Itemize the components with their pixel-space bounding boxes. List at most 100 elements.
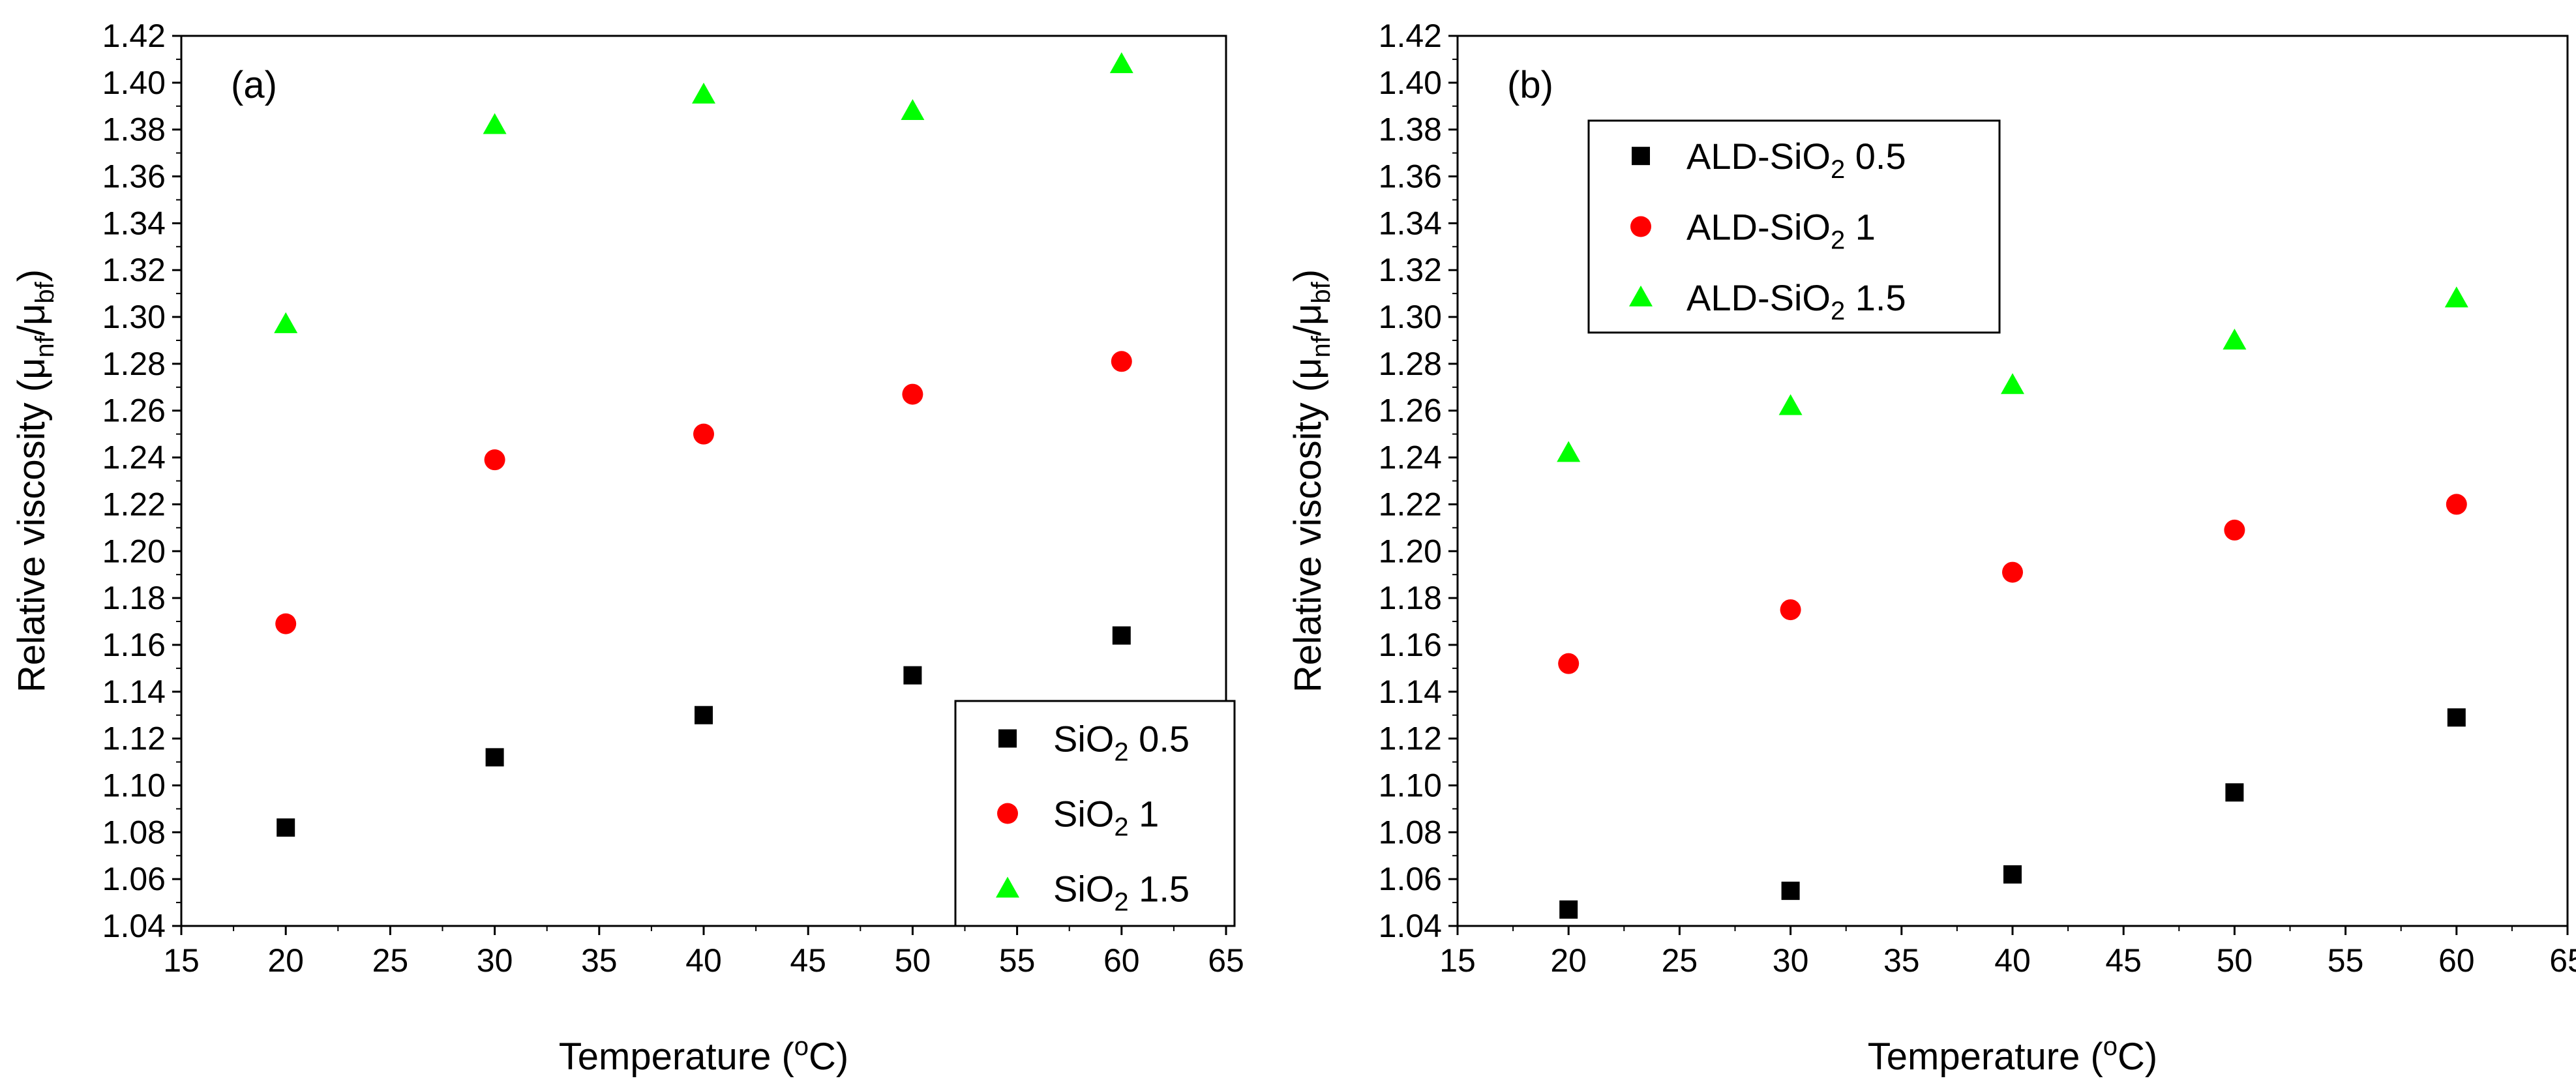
y-tick-label: 1.38: [102, 112, 166, 148]
data-point-square: [903, 666, 922, 685]
y-tick-label: 1.14: [102, 674, 166, 710]
x-axis-title: Temperature (oC): [1868, 1032, 2157, 1078]
y-tick-label: 1.30: [102, 299, 166, 335]
x-tick-label: 40: [685, 942, 722, 979]
legend-label: SiO2 1: [1053, 794, 1159, 842]
text-part: 1: [1845, 207, 1876, 248]
data-point-triangle: [1109, 52, 1133, 74]
y-tick-label: 1.12: [102, 721, 166, 757]
text-part: Temperature (: [1868, 1035, 2103, 1078]
text-part: Temperature (: [559, 1035, 794, 1078]
panel-a: 15 20 25 30 35 40 45 50 55 60 65 1.04 1.06 1.08 1.10 1.…: [10, 18, 1244, 1078]
y-tick-label: 1.10: [102, 767, 166, 803]
x-tick-label: 65: [1208, 942, 1244, 979]
panel-b: 15 20 25 30 35 40 45 50 55 60 65 1.04 1.06 1.08 1.10 1.…: [1287, 18, 2576, 1078]
legend-marker-circle: [997, 803, 1018, 824]
y-tick-label: 1.32: [102, 252, 166, 288]
y-axis-title: Relative viscosity (μnf/μbf): [10, 269, 59, 692]
data-point-triangle: [901, 98, 925, 120]
y-tick-label: 1.38: [1379, 112, 1442, 148]
data-point-circle: [1780, 599, 1801, 621]
data-point-triangle: [274, 312, 298, 333]
data-point-triangle: [1557, 441, 1581, 462]
y-tick-label: 1.26: [102, 393, 166, 429]
x-tick-label: 30: [477, 942, 513, 979]
x-tick-label: 25: [372, 942, 409, 979]
y-tick-label: 1.26: [1379, 393, 1442, 429]
y-tick-label: 1.28: [102, 346, 166, 382]
x-tick-label: 20: [1550, 942, 1587, 979]
y-tick-label: 1.24: [102, 439, 166, 476]
text-part: /μ: [10, 304, 53, 336]
text-part: ): [1287, 269, 1329, 282]
text-part: 2: [1831, 226, 1845, 255]
y-tick-label: 1.14: [1379, 674, 1442, 710]
text-part: o: [794, 1032, 809, 1061]
x-tick-label: 30: [1773, 942, 1809, 979]
data-point-triangle: [1778, 394, 1803, 415]
panel-label: (a): [231, 64, 277, 106]
y-tick-label: 1.06: [102, 861, 166, 897]
y-tick-label: 1.40: [1379, 65, 1442, 101]
x-tick-label: 55: [999, 942, 1036, 979]
data-point-square: [2003, 865, 2022, 884]
legend-marker-triangle: [996, 876, 1019, 898]
legend-label: ALD-SiO2 0.5: [1686, 136, 1906, 184]
text-part: nf: [1307, 335, 1336, 357]
legend-label: SiO2 1.5: [1053, 869, 1190, 917]
x-tick-label: 50: [2217, 942, 2253, 979]
y-tick-label: 1.10: [1379, 767, 1442, 803]
y-tick-label: 1.42: [1379, 18, 1442, 54]
text-part: 0.5: [1845, 136, 1906, 177]
data-point-circle: [275, 613, 297, 634]
text-part: 1.5: [1845, 277, 1906, 318]
x-tick-label: 25: [1662, 942, 1698, 979]
text-part: Relative viscosity (μ: [10, 357, 53, 692]
text-part: 1: [1129, 794, 1160, 835]
y-tick-label: 1.08: [102, 814, 166, 850]
x-tick-label: 55: [2328, 942, 2364, 979]
data-point-circle: [1111, 351, 1132, 372]
y-tick-label: 1.40: [102, 65, 166, 101]
data-point-triangle: [2444, 286, 2468, 308]
legend-marker-square: [1632, 147, 1650, 166]
y-tick-label: 1.42: [102, 18, 166, 54]
y-tick-label: 1.30: [1379, 299, 1442, 335]
data-point-circle: [902, 383, 923, 405]
y-tick-label: 1.22: [1379, 486, 1442, 522]
data-point-square: [2225, 783, 2244, 802]
text-part: ALD-SiO: [1686, 136, 1831, 177]
legend-box: [1587, 119, 2001, 334]
data-point-triangle: [692, 82, 715, 104]
data-point-circle: [2446, 494, 2467, 515]
text-part: 2: [1831, 297, 1845, 325]
text-part: bf: [31, 281, 59, 303]
text-part: 0.5: [1129, 719, 1190, 760]
legend-label: SiO2 0.5: [1053, 719, 1190, 767]
y-tick-label: 1.20: [102, 533, 166, 569]
x-axis-title: Temperature (oC): [559, 1032, 848, 1078]
y-tick-label: 1.32: [1379, 252, 1442, 288]
data-point-square: [1112, 626, 1131, 645]
legend-label: ALD-SiO2 1.5: [1686, 277, 1906, 325]
y-tick-label: 1.16: [102, 627, 166, 663]
text-part: SiO: [1053, 719, 1114, 760]
text-part: o: [2103, 1032, 2118, 1061]
x-tick-label: 60: [2438, 942, 2475, 979]
text-part: 2: [1114, 813, 1128, 842]
text-part: 2: [1114, 888, 1128, 917]
legend-marker-circle: [1630, 216, 1651, 237]
data-point-square: [485, 748, 504, 767]
y-axis-title: Relative viscosity (μnf/μbf): [1287, 269, 1336, 692]
legend-label: ALD-SiO2 1: [1686, 207, 1876, 255]
x-tick-label: 35: [581, 942, 618, 979]
x-tick-label: 15: [163, 942, 200, 979]
data-point-square: [277, 818, 295, 837]
text-part: bf: [1307, 281, 1336, 303]
y-tick-label: 1.18: [102, 580, 166, 616]
data-point-circle: [1558, 653, 1580, 674]
data-point-square: [1781, 882, 1800, 901]
y-tick-label: 1.04: [1379, 908, 1442, 944]
legend-marker-square: [998, 729, 1017, 748]
